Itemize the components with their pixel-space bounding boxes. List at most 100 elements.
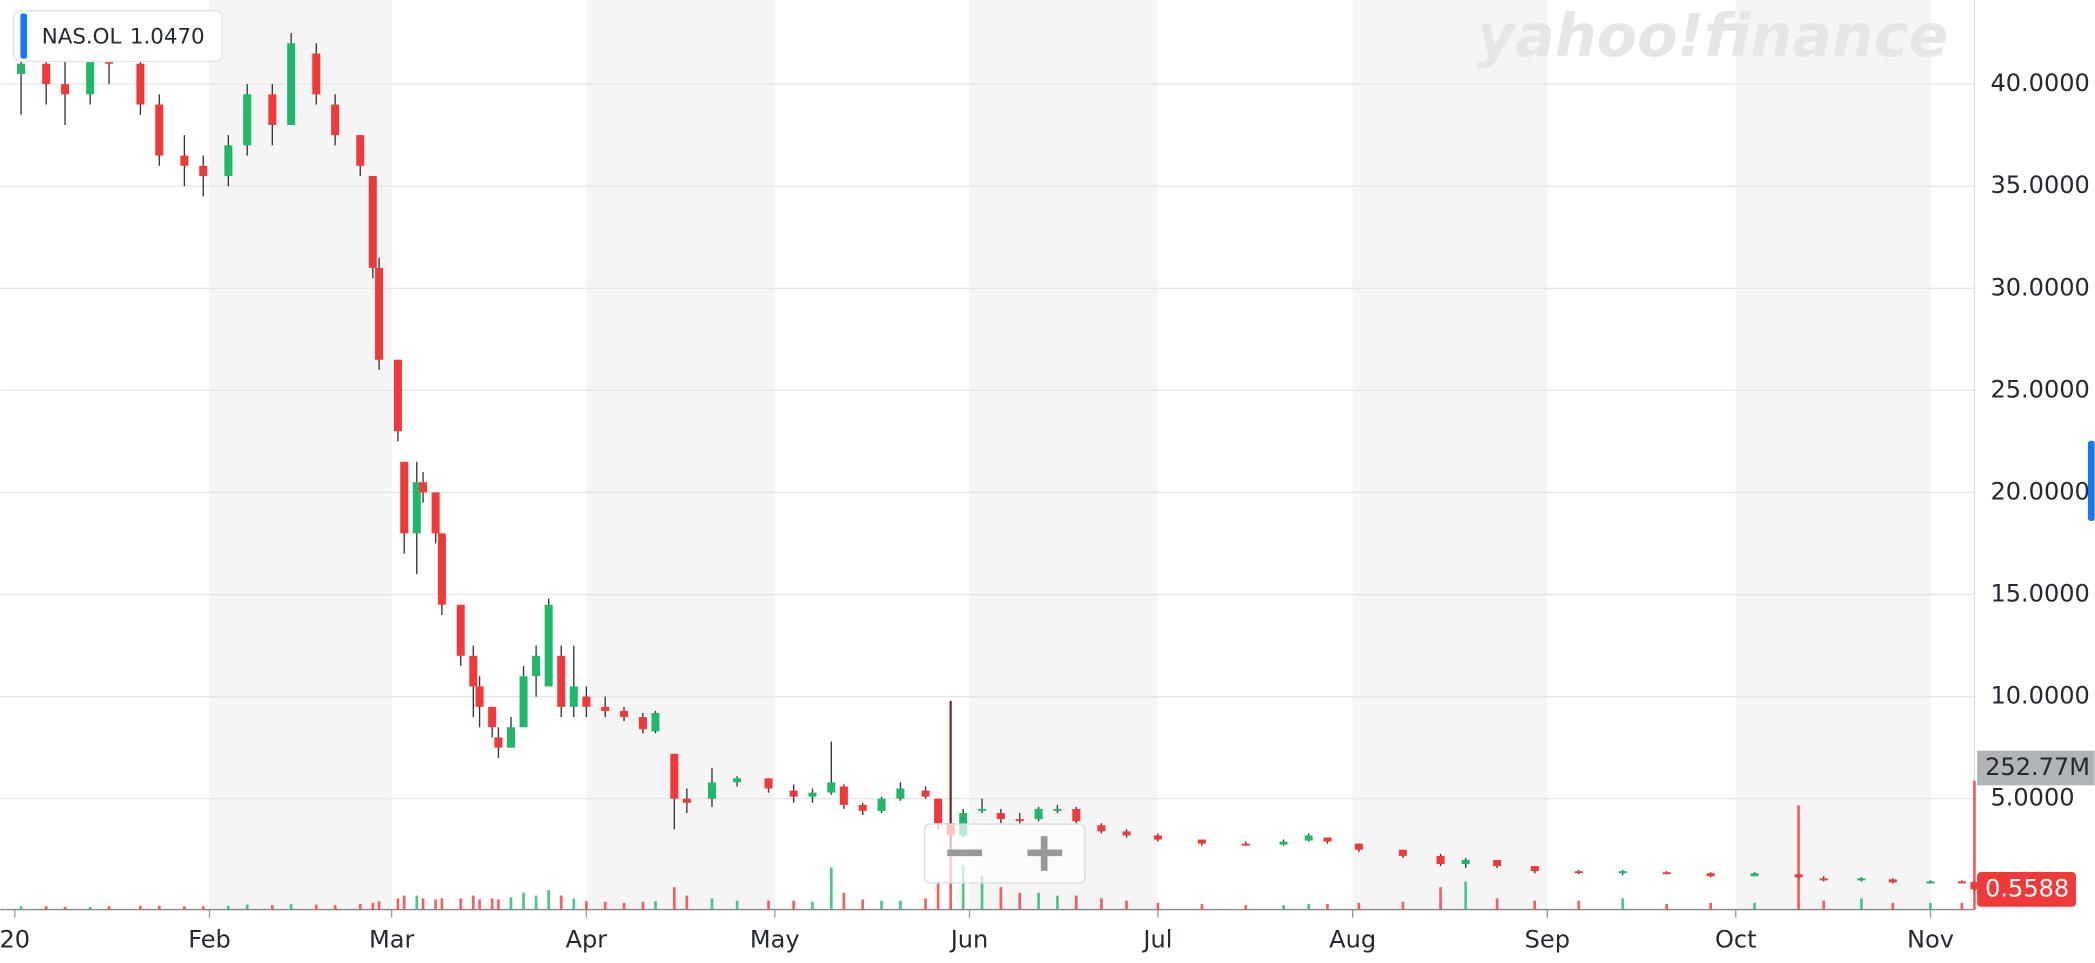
volume-bar: [1822, 900, 1826, 910]
candle-body: [1618, 871, 1627, 874]
zoom-out[interactable]: [947, 849, 983, 857]
volume-bar: [1018, 892, 1022, 910]
x-tick-label: 20: [0, 925, 30, 953]
x-tick-label: Jul: [1141, 925, 1172, 953]
y-tick-label: 30.0000: [1990, 273, 2089, 301]
candle-body: [155, 104, 164, 156]
candle-body: [1794, 874, 1803, 878]
candle-body: [877, 798, 886, 811]
candle-body: [1354, 843, 1363, 850]
candle-body: [1530, 866, 1539, 872]
volume-bar: [767, 900, 770, 910]
volume-bar: [559, 895, 563, 910]
volume-bar: [1282, 905, 1285, 910]
volume-bar: [1074, 895, 1078, 910]
volume-bar: [811, 901, 814, 910]
candle-body: [456, 604, 465, 656]
candle-body: [1970, 882, 1979, 890]
candle-body: [17, 63, 26, 74]
volume-bar: [459, 898, 463, 910]
y-tick-label: 15.0000: [1990, 580, 2089, 608]
volume-bar: [1709, 902, 1712, 910]
candle-body: [601, 706, 610, 711]
x-tick-label: Mar: [369, 925, 414, 953]
month-band: [1352, 0, 1548, 910]
candle-body: [620, 710, 629, 718]
zoom-controls[interactable]: [923, 823, 1086, 884]
volume-bar: [1125, 900, 1128, 910]
candle-body: [651, 712, 660, 732]
candle-body: [469, 655, 478, 687]
candle-body: [419, 482, 428, 493]
volume-bar: [829, 867, 833, 910]
candle-body: [1857, 878, 1866, 881]
volume-bar: [1100, 898, 1103, 910]
legend-box: [13, 10, 223, 63]
volume-bar: [490, 898, 494, 910]
x-tick-label: Feb: [188, 925, 231, 953]
candle-body: [1706, 873, 1715, 877]
volume-bar: [603, 901, 607, 910]
volume-bar: [654, 901, 657, 910]
volume-bar: [861, 899, 865, 910]
month-band: [209, 0, 392, 910]
zoom-in-bar: [1040, 836, 1048, 871]
volume-bar: [415, 895, 419, 910]
volume-bar: [201, 906, 205, 910]
candle-body: [1279, 841, 1288, 845]
volume-bar: [710, 898, 714, 910]
candle-body: [488, 706, 497, 728]
side-tab[interactable]: [2087, 440, 2095, 521]
volume-bar: [1307, 903, 1310, 910]
candle-body: [789, 790, 798, 797]
volume-bar: [1891, 902, 1895, 910]
volume-bar: [402, 895, 406, 910]
volume-bar: [396, 898, 400, 910]
volume-bar: [509, 897, 513, 910]
volume-bar: [289, 903, 293, 910]
candle-body: [331, 104, 340, 136]
volume-bar: [572, 898, 576, 910]
candle-body: [1461, 859, 1470, 865]
legend-symbol: NAS.OL: [42, 24, 122, 49]
volume-bar: [1401, 901, 1405, 910]
volume-badge: [1977, 750, 2095, 786]
candle-body: [61, 84, 70, 95]
volume-bar: [1797, 805, 1800, 910]
candle-body: [268, 94, 277, 125]
volume-bar: [842, 892, 846, 910]
volume-bar: [999, 887, 1003, 910]
candle-body: [224, 145, 233, 176]
volume-bar: [961, 864, 965, 910]
candle-body: [136, 63, 145, 105]
volume-bar: [924, 898, 927, 910]
candle-body: [287, 43, 296, 125]
candle-body: [1304, 835, 1313, 841]
candle-body: [1957, 881, 1966, 884]
volume-bar: [1960, 902, 1964, 910]
candle-body: [1888, 879, 1897, 883]
volume-bar: [44, 906, 48, 910]
candle-body: [1015, 819, 1024, 822]
volume-bar: [139, 905, 142, 910]
volume-bar: [245, 904, 249, 910]
volume-bar: [377, 901, 381, 910]
volume-bar: [440, 898, 444, 910]
volume-bar: [371, 902, 375, 910]
candle-body: [375, 267, 384, 360]
volume-bar: [880, 900, 883, 910]
candle-body: [1097, 825, 1106, 832]
candle-body: [764, 778, 773, 789]
candle-body: [1072, 808, 1081, 822]
watermark: yahoo!finance: [1477, 1, 1949, 70]
candle-body: [1493, 859, 1502, 867]
candle-body: [1197, 839, 1206, 844]
candle-body: [431, 492, 440, 534]
volume-bar: [1439, 887, 1442, 910]
volume-bar: [1495, 898, 1499, 910]
candle-body: [682, 798, 691, 803]
volume-bar: [358, 903, 362, 910]
volume-bar: [1156, 902, 1160, 910]
volume-bar: [672, 887, 676, 910]
volume-bar: [1860, 898, 1863, 910]
